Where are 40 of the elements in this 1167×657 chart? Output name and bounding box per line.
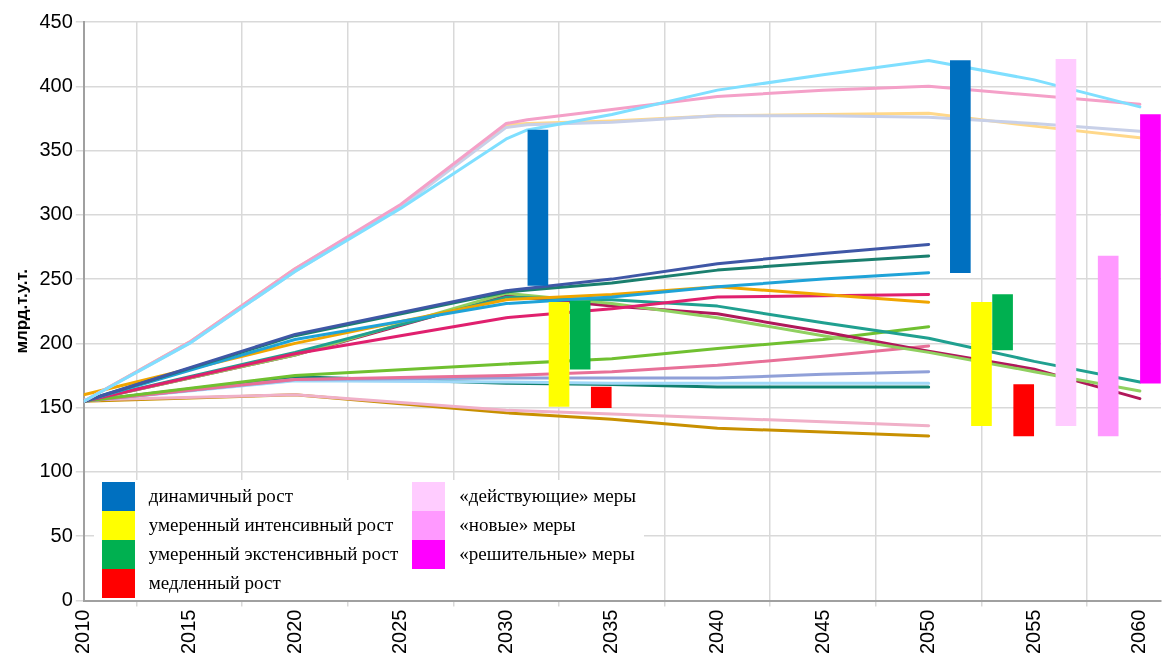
y-tick-label: 200 <box>39 330 73 353</box>
y-tick-label: 450 <box>39 9 73 32</box>
legend-label: «новые» меры <box>459 514 576 537</box>
y-tick-label: 300 <box>39 202 73 225</box>
bar <box>1013 384 1035 437</box>
y-tick-label: 100 <box>39 459 73 482</box>
x-tick-label: 2060 <box>1127 609 1150 655</box>
y-tick-label: 250 <box>39 266 73 289</box>
y-tick-label: 50 <box>50 523 73 546</box>
bar <box>548 301 570 407</box>
legend-label: умеренный интенсивный рост <box>148 514 394 537</box>
legend-label: медленный рост <box>148 572 281 595</box>
x-tick-label: 2030 <box>493 609 516 655</box>
x-tick-label: 2010 <box>71 609 94 655</box>
bar <box>590 386 612 408</box>
legend-label: умеренный экстенсивный рост <box>148 543 399 566</box>
bar <box>1055 58 1077 426</box>
x-tick-label: 2025 <box>388 609 411 655</box>
x-tick-label: 2015 <box>176 609 199 655</box>
bar <box>992 294 1013 351</box>
x-tick-label: 2050 <box>916 609 939 655</box>
legend-label: «решительные» меры <box>459 543 635 566</box>
bar <box>1097 255 1119 437</box>
y-tick-label: 350 <box>39 138 73 161</box>
y-tick-label: 400 <box>39 73 73 96</box>
bar <box>971 301 992 426</box>
legend-label: динамичный рост <box>148 485 294 508</box>
x-tick-label: 2055 <box>1021 609 1044 655</box>
x-tick-label: 2045 <box>810 609 833 655</box>
y-tick-label: 150 <box>39 395 73 418</box>
bar <box>569 300 591 370</box>
bar <box>527 129 549 286</box>
y-axis-title: млрд.т.у.т. <box>11 268 31 354</box>
bar <box>1140 114 1161 384</box>
bar <box>950 60 971 274</box>
legend-label: «действующие» меры <box>459 485 637 508</box>
x-tick-label: 2035 <box>599 609 622 655</box>
x-tick-label: 2040 <box>704 609 727 655</box>
x-tick-label: 2020 <box>282 609 305 655</box>
y-tick-label: 0 <box>61 588 73 611</box>
